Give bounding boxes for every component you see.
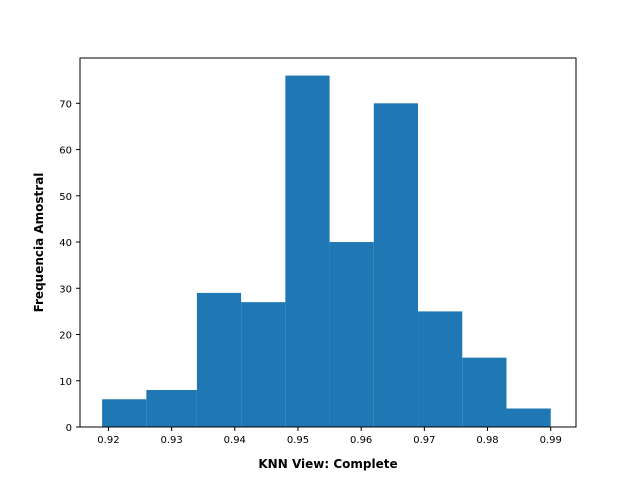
x-tick-label: 0.97 [413,435,435,446]
y-tick-label: 70 [59,99,72,110]
ticks-layer: 0.92 0.93 0.94 0.95 0.96 0.97 0.98 0.99 0 10 20 30 4… [59,99,562,446]
histogram-bar-5 [285,75,330,427]
histogram-bar-6 [329,242,374,427]
y-tick-label: 10 [59,377,72,388]
x-tick-label: 0.94 [224,435,246,446]
histogram-bar-7 [373,103,419,427]
histogram-bar-1 [102,399,147,427]
x-tick-label: 0.92 [97,435,119,446]
histogram-bar-4 [241,302,286,427]
y-tick-label: 0 [66,423,72,434]
y-tick-label: 50 [59,192,72,203]
x-tick-label: 0.99 [540,435,562,446]
y-axis-title: Frequencia Amostral [32,173,46,313]
plot-frame [79,57,577,428]
x-tick-label: 0.98 [476,435,498,446]
y-tick-label: 60 [59,146,72,157]
y-tick-label: 40 [59,238,72,249]
x-tick-label: 0.96 [350,435,372,446]
histogram-bar-9 [462,357,507,427]
bars-layer [102,75,551,427]
histogram-bar-8 [418,311,463,427]
histogram-bar-3 [196,292,242,427]
x-tick-label: 0.95 [287,435,309,446]
histogram-bar-2 [146,390,197,427]
x-tick-label: 0.93 [160,435,182,446]
histogram-bar-10 [506,408,551,427]
x-axis-title: KNN View: Complete [258,457,397,471]
y-tick-label: 20 [59,331,72,342]
y-tick-label: 30 [59,284,72,295]
